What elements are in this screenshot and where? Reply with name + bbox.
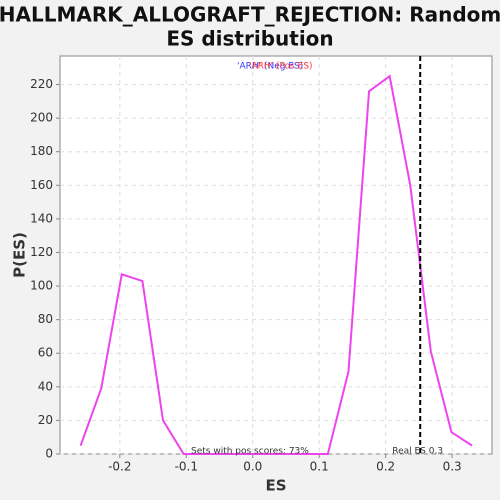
y-tick-label: 40 — [38, 379, 53, 393]
chart-title: HALLMARK_ALLOGRAFT_REJECTION: Random — [0, 3, 500, 27]
x-tick-label: 0.3 — [443, 460, 462, 474]
y-tick-label: 180 — [30, 144, 53, 158]
pos-note: Sets with pos scores: 73% — [191, 447, 309, 457]
legend-entry: 'ARH' (Neg ES) — [237, 62, 303, 72]
y-tick-label: 60 — [38, 346, 53, 360]
y-tick-label: 220 — [30, 77, 53, 91]
chart-title: ES distribution — [166, 27, 333, 51]
y-tick-label: 200 — [30, 111, 53, 125]
x-tick-label: 0.1 — [310, 460, 329, 474]
y-tick-label: 20 — [38, 413, 53, 427]
x-tick-label: -0.2 — [108, 460, 131, 474]
x-tick-label: 0.0 — [243, 460, 262, 474]
y-tick-label: 100 — [30, 279, 53, 293]
y-tick-label: 140 — [30, 211, 53, 225]
x-tick-label: -0.1 — [175, 460, 198, 474]
y-tick-label: 120 — [30, 245, 53, 259]
y-tick-label: 160 — [30, 178, 53, 192]
series-line — [79, 74, 473, 455]
y-axis-label: P(ES) — [11, 232, 29, 278]
real-es-label: Real ES 0.3 — [392, 447, 443, 457]
plot-area — [59, 55, 493, 455]
y-tick-label: 0 — [45, 447, 53, 461]
legend-entry: 'ARH' (Pos ES) — [249, 62, 313, 72]
x-tick-label: 0.2 — [376, 460, 395, 474]
y-tick-label: 80 — [38, 312, 53, 326]
x-axis-label: ES — [265, 477, 286, 495]
